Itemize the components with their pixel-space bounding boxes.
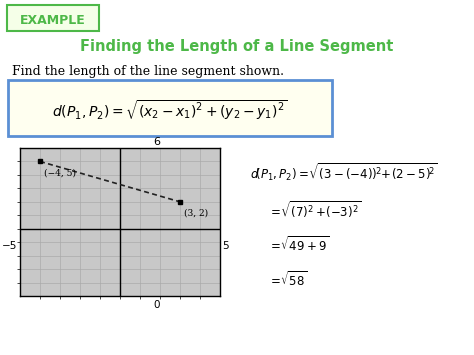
- Text: (−4, 5): (−4, 5): [44, 168, 76, 177]
- Text: 6: 6: [154, 137, 161, 147]
- Text: 0: 0: [154, 300, 160, 310]
- Text: EXAMPLE: EXAMPLE: [20, 15, 86, 27]
- Text: $=\!\sqrt{58}$: $=\!\sqrt{58}$: [268, 271, 307, 289]
- Text: Finding the Length of a Line Segment: Finding the Length of a Line Segment: [80, 38, 394, 54]
- Text: 5: 5: [222, 241, 228, 251]
- Text: −5: −5: [1, 241, 17, 251]
- Text: Find the length of the line segment shown.: Find the length of the line segment show…: [12, 66, 284, 78]
- Text: (3, 2): (3, 2): [184, 208, 208, 218]
- Text: $d(P_1, P_2) = \sqrt{(x_2 - x_1)^2 + (y_2 - y_1)^2}$: $d(P_1, P_2) = \sqrt{(x_2 - x_1)^2 + (y_…: [52, 98, 288, 122]
- Text: $=\!\sqrt{49+9}$: $=\!\sqrt{49+9}$: [268, 236, 329, 255]
- Text: $d\!\left(P_1,P_2\right)=\!\sqrt{\left(3-(-4)\right)^{\!2}\!+\!\left(2-5\right)^: $d\!\left(P_1,P_2\right)=\!\sqrt{\left(3…: [250, 161, 438, 183]
- FancyBboxPatch shape: [7, 5, 99, 31]
- FancyBboxPatch shape: [8, 80, 332, 136]
- Text: $=\!\sqrt{\left(7\right)^2+\!\left(-3\right)^2}$: $=\!\sqrt{\left(7\right)^2+\!\left(-3\ri…: [268, 200, 361, 220]
